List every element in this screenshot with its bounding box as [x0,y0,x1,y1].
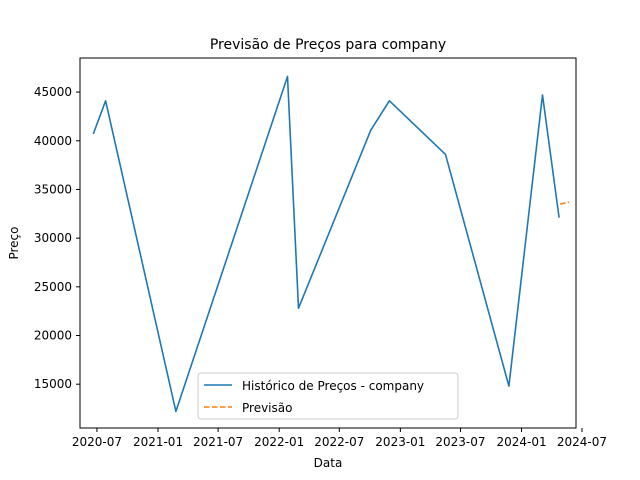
y-tick-label: 45000 [34,85,72,99]
y-tick-label: 35000 [34,182,72,196]
legend-box [197,372,459,420]
y-tick-label: 40000 [34,134,72,148]
y-axis: 15000 20000 25000 30000 35000 40000 45000 [34,85,80,391]
x-tick-label: 2023-01 [375,435,425,449]
y-tick-label: 25000 [34,280,72,294]
chart-title: Previsão de Preços para company [210,37,446,53]
legend-label-historico: Histórico de Preços - company [242,379,424,393]
series-line-1 [559,201,570,205]
legend-label-previsao: Previsão [242,401,292,415]
x-tick-label: 2022-07 [314,435,364,449]
x-tick-label: 2022-01 [254,435,304,449]
series-layer [92,75,570,413]
y-tick-label: 15000 [34,377,72,391]
x-tick-label: 2023-07 [435,435,485,449]
x-tick-label: 2021-07 [193,435,243,449]
x-axis: 2020-07 2021-01 2021-07 2022-01 2022-07 2023-… [72,428,607,449]
y-tick-label: 20000 [34,329,72,343]
x-tick-label: 2020-07 [72,435,122,449]
series-line-0 [92,75,560,413]
x-tick-label: 2024-07 [557,435,607,449]
legend: Histórico de Preços - company Previsão [197,372,459,420]
y-axis-label: Preço [7,226,21,259]
x-tick-label: 2024-01 [496,435,546,449]
y-tick-label: 30000 [34,231,72,245]
x-axis-label: Data [314,456,343,470]
plot-area [79,57,577,429]
x-tick-label: 2021-01 [133,435,183,449]
